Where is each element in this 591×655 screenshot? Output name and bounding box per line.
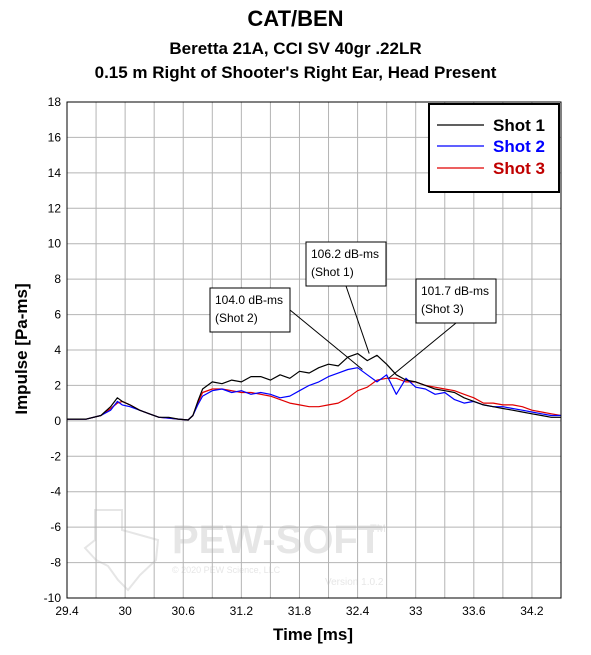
x-tick-label: 31.8 (288, 604, 312, 618)
y-axis-label: Impulse [Pa-ms] (12, 283, 31, 414)
legend: Shot 1 Shot 2 Shot 3 (428, 103, 560, 193)
annotation-value: 104.0 dB-ms (215, 293, 283, 307)
x-tick-label: 33.6 (462, 604, 486, 618)
y-tick-label: -6 (50, 520, 61, 534)
y-tick-label: -4 (50, 485, 61, 499)
x-tick-label: 31.2 (230, 604, 254, 618)
series-line-shot-3 (67, 377, 562, 421)
y-tick-label: 4 (54, 343, 61, 357)
watermark-brand: PEW-SOFT (172, 518, 382, 562)
y-tick-label: 16 (48, 130, 62, 144)
annotation-value: 101.7 dB-ms (421, 284, 489, 298)
legend-label-shot-3: Shot 3 (493, 159, 545, 178)
y-tick-label: 10 (48, 237, 62, 251)
plot-frame (66, 101, 562, 599)
annotation-box (415, 278, 497, 324)
x-tick-label: 30.6 (172, 604, 196, 618)
y-tick-label: -10 (44, 591, 62, 605)
y-tick-label: -2 (50, 449, 61, 463)
legend-box (428, 103, 560, 193)
annotation-leader (345, 285, 370, 354)
annotation-box (209, 287, 291, 333)
series-line-shot-2 (67, 367, 561, 421)
annotations: 104.0 dB-ms (Shot 2) 106.2 dB-ms (Shot 1) 10… (209, 241, 497, 379)
y-tick-label: 0 (54, 414, 61, 428)
chart-title: CAT/BEN (247, 6, 344, 31)
annotation-leader (388, 322, 457, 379)
series-line-shot-1 (67, 352, 561, 421)
y-tick-label: 18 (48, 95, 62, 109)
x-tick-label: 32.4 (346, 604, 370, 618)
annotation-shot: (Shot 1) (311, 265, 354, 279)
x-tick-label: 33 (409, 604, 423, 618)
x-tick-label: 30 (118, 604, 132, 618)
annotation-box (305, 241, 387, 287)
x-tick-label: 29.4 (55, 604, 79, 618)
annotation-shot: (Shot 2) (215, 311, 258, 325)
annotation-shot: (Shot 3) (421, 302, 464, 316)
x-tick-label: 34.2 (520, 604, 544, 618)
x-axis-label: Time [ms] (273, 625, 353, 644)
y-tick-label: -8 (50, 556, 61, 570)
watermark: PEW-SOFT TM © 2020 PEW Science, LLC Vers… (83, 509, 386, 592)
annotation-leader (289, 309, 363, 370)
chart-subtitle-location: 0.15 m Right of Shooter's Right Ear, Hea… (94, 63, 497, 82)
y-tick-label: 6 (54, 308, 61, 322)
y-tick-label: 8 (54, 272, 61, 286)
y-tick-label: 2 (54, 378, 61, 392)
y-tick-label: 12 (48, 201, 62, 215)
series-lines (67, 352, 562, 421)
watermark-copyright: © 2020 PEW Science, LLC (172, 565, 281, 575)
chart-subtitle: Beretta 21A, CCI SV 40gr .22LR (169, 39, 422, 58)
y-tick-label: 14 (48, 166, 62, 180)
watermark-version: Version 1.0.2 (325, 577, 384, 588)
annotation-value: 106.2 dB-ms (311, 247, 379, 261)
legend-label-shot-2: Shot 2 (493, 137, 545, 156)
watermark-trademark: TM (370, 523, 386, 535)
legend-label-shot-1: Shot 1 (493, 116, 545, 135)
grid (67, 102, 561, 598)
